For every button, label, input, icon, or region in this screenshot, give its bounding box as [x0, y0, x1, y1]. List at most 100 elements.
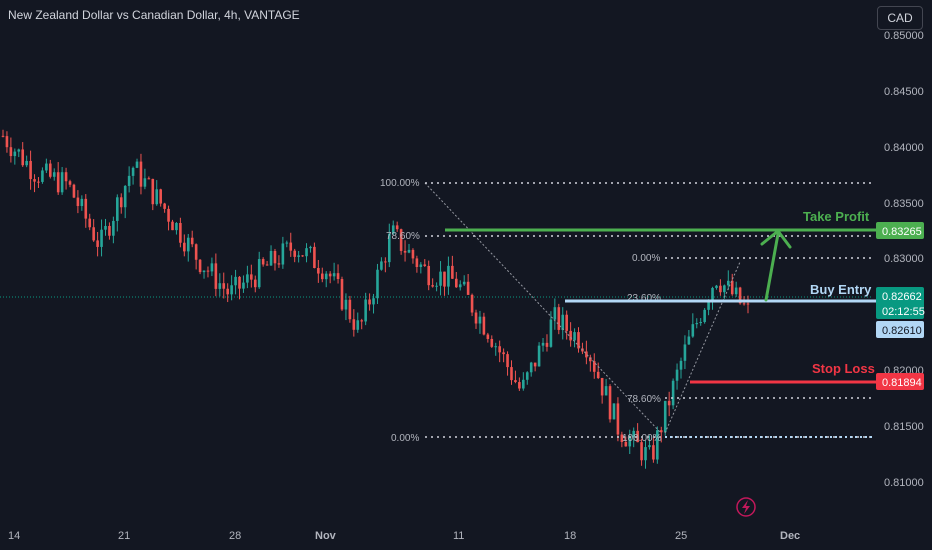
candle-body: [545, 342, 549, 347]
candle-body: [147, 178, 151, 180]
candle-body: [648, 445, 651, 448]
candle-body: [151, 178, 155, 205]
buy-entry-label: Buy Entry: [810, 282, 872, 297]
candle-body: [695, 323, 699, 325]
candle-body: [612, 403, 616, 420]
candle-body: [313, 246, 316, 269]
candle-body: [13, 151, 17, 157]
candle-body: [273, 250, 277, 264]
candle-body: [608, 386, 612, 420]
candle-body: [738, 287, 742, 304]
bar-countdown: 02:12:55: [882, 306, 925, 318]
fib-trend-line: [664, 261, 741, 434]
candle-body: [726, 280, 730, 286]
candle-body: [80, 198, 84, 207]
candle-body: [620, 434, 624, 442]
candle-body: [179, 222, 182, 243]
candle-body: [301, 255, 304, 257]
candle-body: [723, 285, 726, 293]
candle-body: [506, 354, 509, 368]
candle-body: [242, 282, 245, 289]
candle-body: [29, 160, 32, 180]
candle-body: [139, 161, 143, 187]
candle-body: [214, 263, 218, 289]
candles[interactable]: [1, 129, 750, 469]
time-axis[interactable]: 14 21 28 Nov 11 18 25 Dec: [8, 530, 800, 542]
stop-loss-label: Stop Loss: [812, 361, 875, 376]
candle-body: [246, 274, 249, 283]
candle-body: [230, 285, 233, 295]
candle-body: [699, 322, 702, 324]
candle-body: [730, 280, 734, 295]
currency-button[interactable]: CAD: [877, 6, 923, 30]
candle-body: [84, 198, 88, 219]
buy-entry-price: 0.82610: [882, 325, 922, 337]
candle-body: [175, 222, 178, 231]
candle-body: [391, 225, 395, 234]
candle-body: [683, 344, 687, 361]
candle-body: [687, 336, 691, 345]
fib-retracement-lower[interactable]: 0.00% 23.60% 78.60% 100.00%: [622, 253, 872, 444]
candle-body: [565, 314, 568, 331]
target-arrow[interactable]: [760, 229, 792, 302]
price-label: 0.81000: [884, 477, 924, 489]
time-label: 18: [564, 530, 576, 542]
candle-body: [159, 189, 162, 204]
fib-level-label: 23.60%: [627, 293, 661, 304]
candle-body: [210, 263, 214, 272]
candle-body: [553, 307, 557, 320]
candle-body: [557, 307, 561, 330]
candle-body: [482, 316, 486, 335]
candle-body: [541, 342, 545, 346]
candle-body: [1, 135, 5, 137]
candle-body: [336, 273, 340, 280]
candle-body: [352, 319, 356, 330]
candle-body: [112, 220, 115, 236]
candle-body: [419, 264, 423, 267]
candle-body: [596, 371, 600, 379]
candle-body: [573, 332, 576, 341]
candle-body: [155, 189, 159, 205]
candle-body: [37, 181, 40, 183]
lightning-icon[interactable]: [736, 497, 756, 517]
candle-body: [289, 242, 293, 251]
take-profit-price: 0.83265: [882, 226, 922, 238]
candle-body: [577, 332, 580, 349]
candle-body: [317, 268, 320, 274]
candle-body: [68, 181, 72, 185]
candle-body: [746, 303, 750, 305]
candle-body: [462, 281, 466, 285]
candle-body: [222, 283, 226, 289]
candle-body: [514, 380, 517, 383]
price-label: 0.83500: [884, 198, 924, 210]
candle-body: [403, 250, 407, 253]
candle-body: [455, 278, 458, 288]
price-axis[interactable]: 0.85000 0.84500 0.84000 0.83500 0.83000 …: [884, 30, 924, 489]
candle-body: [372, 298, 375, 305]
candle-body: [100, 229, 103, 247]
time-label: Dec: [780, 530, 800, 542]
candle-body: [561, 314, 565, 330]
candle-body: [25, 160, 28, 166]
candle-body: [328, 273, 332, 277]
candle-body: [297, 255, 300, 257]
candle-body: [183, 242, 186, 252]
candle-body: [96, 240, 99, 247]
candle-body: [592, 361, 596, 372]
fib-retracement-upper[interactable]: 100.00% 78.60% 0.00%: [380, 178, 872, 444]
price-label: 0.84000: [884, 142, 924, 154]
candle-body: [494, 346, 498, 348]
candle-body: [88, 218, 92, 228]
candle-body: [466, 281, 470, 295]
candle-body: [525, 372, 529, 380]
candle-body: [305, 248, 308, 257]
price-label: 0.83000: [884, 253, 924, 265]
candle-body: [52, 172, 56, 177]
candle-body: [478, 316, 482, 324]
candle-body: [116, 197, 119, 221]
candle-body: [423, 264, 427, 266]
candle-body: [407, 249, 411, 253]
last-price-tag: 0.82662 02:12:55: [876, 287, 925, 319]
candle-body: [64, 172, 68, 182]
